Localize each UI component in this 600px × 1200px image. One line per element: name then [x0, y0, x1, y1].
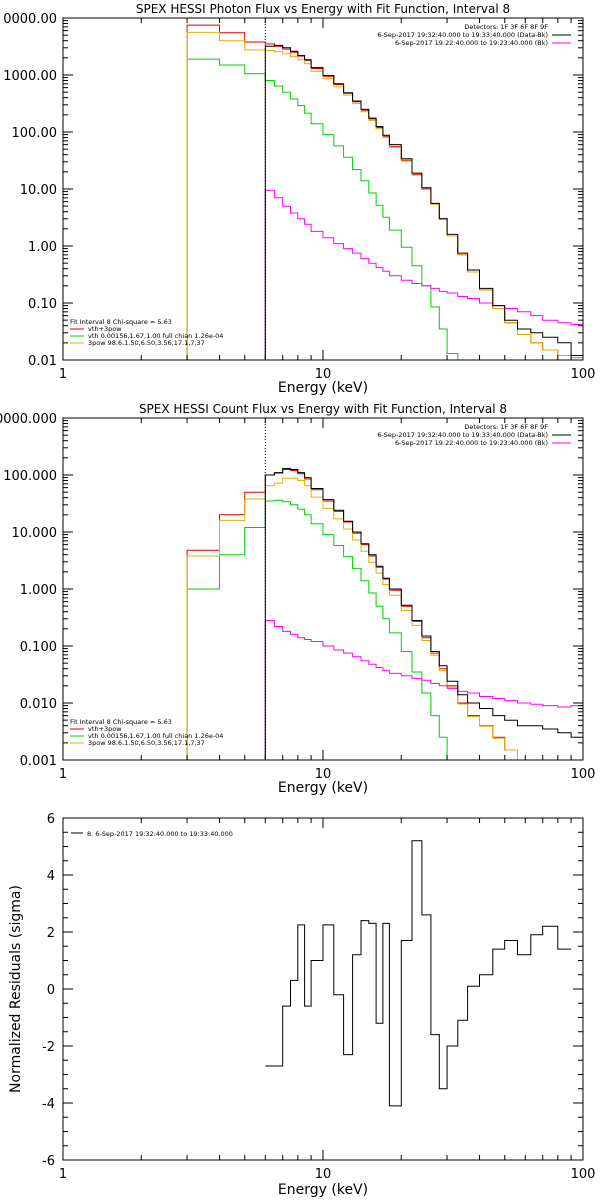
series-group [186, 24, 583, 360]
header-info: Detectors: 1F 3F 6F 8F 9F6-Sep-2017 19:3… [377, 423, 571, 447]
y-axis: -6 -4 -2 0 2 4 6 [42, 812, 583, 1169]
y-tick-label: -6 [42, 1154, 55, 1169]
count-flux-chart: SPEX HESSI Count Flux vs Energy with Fit… [0, 402, 596, 796]
y-tick-label: 10.000 [12, 526, 58, 541]
legend: Fit Interval 8 Chi-square = 5.63vth+3pow… [70, 718, 223, 747]
chart-title: SPEX HESSI Count Flux vs Energy with Fit… [139, 402, 507, 416]
series-line-3pow [186, 31, 583, 360]
legend-label: 3pow 98.6,1.50,6.50,3.56,17.1,7.37 [88, 739, 205, 747]
x-tick-label: 1 [59, 767, 67, 782]
x-tick-label: 1 [59, 367, 67, 382]
legend-label: vth+3pow [88, 725, 122, 733]
header-line: 6-Sep-2017 19:32:40.000 to 19:33:40.000 … [377, 431, 548, 439]
series-line-background [264, 189, 583, 360]
y-tick-label: 0.10 [28, 297, 57, 312]
legend-title: Fit Interval 8 Chi-square = 5.63 [70, 718, 172, 726]
series-line-3pow [186, 477, 583, 760]
series-line-vth [186, 499, 480, 760]
x-tick-label: 10 [315, 367, 332, 382]
series-line-residuals [265, 840, 572, 1107]
x-axis-label: Energy (keV) [278, 780, 368, 796]
x-tick-label: 1 [59, 1167, 67, 1182]
x-tick-label: 10 [315, 1167, 332, 1182]
x-axis: 1 10 100 [59, 818, 596, 1182]
header-info: Detectors: 1F 3F 6F 8F 9F6-Sep-2017 19:3… [377, 23, 571, 47]
x-tick-label: 10 [315, 767, 332, 782]
legend-label: 8. 6-Sep-2017 19:32:40.000 to 19:33:40.0… [87, 830, 233, 838]
plot-frame [62, 817, 584, 1161]
y-tick-label: 0000.00 [3, 12, 57, 27]
y-tick-label: 100.00 [12, 126, 58, 141]
series-line-data [264, 468, 583, 760]
header-line: Detectors: 1F 3F 6F 8F 9F [464, 423, 548, 431]
legend-label: 3pow 98.6,1.50,6.50,3.56,17.1,7.37 [88, 339, 205, 347]
series-line-vth [186, 58, 518, 360]
y-tick-label: -4 [42, 1097, 55, 1112]
residuals-chart: 1 10 100 Energy (keV) -6 -4 -2 0 2 4 6 Normalized R… [8, 812, 596, 1198]
legend-title: Fit Interval 8 Chi-square = 5.63 [70, 318, 172, 326]
series-line-background [264, 620, 583, 760]
y-tick-label: 0.100 [20, 640, 57, 655]
x-axis-label: Energy (keV) [278, 1182, 368, 1198]
x-axis-label: Energy (keV) [278, 380, 368, 396]
y-axis-label: Normalized Residuals (sigma) [8, 885, 24, 1093]
y-tick-label: 2 [47, 926, 55, 941]
x-tick-label: 100 [571, 767, 596, 782]
header-line: 6-Sep-2017 19:22:40.000 to 19:23:40.000 … [395, 39, 548, 47]
y-tick-label: 0.01 [28, 354, 57, 369]
y-tick-label: -2 [42, 1040, 55, 1055]
series-line-data [264, 44, 583, 360]
header-line: Detectors: 1F 3F 6F 8F 9F [464, 23, 548, 31]
y-tick-label: 0.001 [20, 754, 57, 769]
series-line-vth-plus-3pow [186, 469, 583, 760]
y-tick-label: 6 [47, 812, 55, 827]
chart-title: SPEX HESSI Photon Flux vs Energy with Fi… [136, 2, 510, 16]
header-line: 6-Sep-2017 19:32:40.000 to 19:33:40.000 … [377, 31, 548, 39]
series-group [265, 840, 572, 1107]
y-tick-label: 100.000 [3, 469, 57, 484]
y-tick-label: 1.00 [28, 240, 57, 255]
y-tick-label: 1000.00 [3, 69, 57, 84]
y-axis: 0.01 0.10 1.00 10.00 100.00 1000.00 0000.00 [3, 12, 583, 369]
legend-label: vth 0.00156,1.67,1.00 full chian 1.26e-0… [88, 732, 223, 740]
legend: 8. 6-Sep-2017 19:32:40.000 to 19:33:40.0… [71, 830, 233, 838]
x-axis: 1 10 100 [59, 18, 596, 382]
series-group [186, 468, 583, 760]
series-line-vth-plus-3pow [186, 24, 583, 360]
y-tick-label: 10.00 [20, 183, 57, 198]
legend: Fit Interval 8 Chi-square = 5.63vth+3pow… [70, 318, 223, 347]
x-tick-label: 100 [571, 367, 596, 382]
plot-frame [62, 417, 584, 761]
legend-label: vth+3pow [88, 325, 122, 333]
photon-flux-chart: SPEX HESSI Photon Flux vs Energy with Fi… [3, 2, 596, 396]
x-tick-label: 100 [571, 1167, 596, 1182]
y-tick-label: 0000.000 [0, 412, 57, 427]
y-axis: 0.001 0.010 0.100 1.000 10.000 100.000 0000.00… [0, 412, 583, 769]
header-line: 6-Sep-2017 19:22:40.000 to 19:23:40.000 … [395, 439, 548, 447]
y-tick-label: 1.000 [20, 583, 57, 598]
x-axis: 1 10 100 [59, 418, 596, 782]
y-tick-label: 4 [47, 869, 55, 884]
y-tick-label: 0 [47, 983, 55, 998]
legend-label: vth 0.00156,1.67,1.00 full chian 1.26e-0… [88, 332, 223, 340]
y-tick-label: 0.010 [20, 697, 57, 712]
